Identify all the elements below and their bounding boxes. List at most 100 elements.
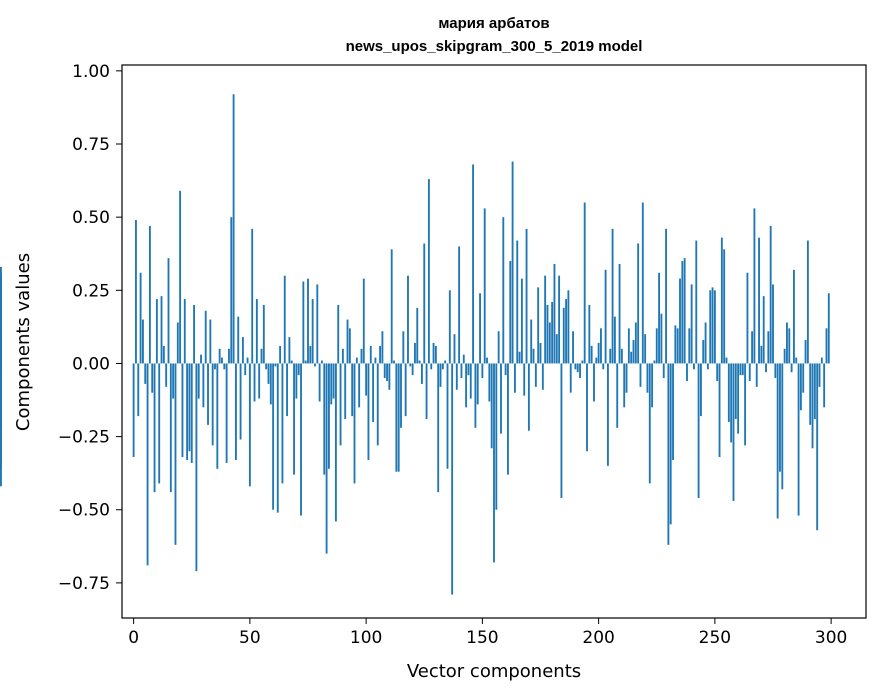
bar — [695, 240, 698, 364]
bar — [244, 363, 247, 376]
bar — [683, 258, 686, 364]
bar — [165, 363, 168, 387]
bar — [469, 363, 472, 399]
bar — [823, 363, 826, 408]
bar — [790, 363, 793, 373]
bar — [711, 287, 714, 364]
bar — [583, 202, 586, 364]
bar — [325, 363, 328, 554]
bar-series — [0, 94, 830, 595]
y-axis-label: Components values — [13, 253, 34, 431]
bar — [460, 363, 463, 379]
x-tick-label: 250 — [699, 628, 731, 648]
bar — [700, 363, 702, 417]
bar — [393, 360, 395, 364]
bar — [307, 278, 309, 364]
bar — [539, 342, 542, 364]
bar — [741, 363, 744, 376]
bar — [421, 363, 423, 384]
bar — [281, 363, 284, 484]
bar — [376, 363, 379, 446]
bar — [160, 296, 163, 364]
y-tick-label: 0.50 — [72, 208, 110, 228]
x-tick-label: 200 — [582, 628, 614, 648]
bar — [625, 363, 628, 393]
bar — [788, 328, 791, 364]
bar — [639, 363, 642, 387]
bar — [288, 337, 291, 364]
bar — [518, 351, 521, 364]
bar — [767, 331, 770, 364]
bar — [527, 363, 530, 431]
bar — [637, 243, 640, 364]
bar — [255, 299, 258, 364]
x-tick-label: 150 — [466, 628, 498, 648]
bar — [697, 363, 700, 499]
bar — [427, 179, 430, 364]
bar — [572, 331, 574, 364]
bar — [251, 228, 254, 364]
bar — [648, 363, 651, 484]
bar — [276, 363, 279, 513]
bar — [600, 328, 602, 364]
bar — [444, 360, 447, 364]
bar — [172, 363, 175, 399]
bar — [651, 363, 654, 408]
bar — [748, 363, 751, 381]
bar — [739, 363, 742, 376]
bar — [214, 363, 216, 370]
bar — [686, 363, 688, 381]
bar — [153, 363, 156, 493]
y-tick-label: −0.75 — [58, 574, 110, 594]
bar — [762, 296, 765, 364]
bar — [646, 363, 649, 393]
bar — [809, 363, 812, 425]
bar — [395, 363, 398, 472]
bar — [144, 363, 147, 384]
bar — [511, 161, 514, 364]
bar — [602, 363, 605, 370]
x-axis-ticks: 0 50 100 150 200 250 300 — [128, 618, 847, 648]
bar — [753, 208, 756, 364]
bar — [688, 328, 691, 364]
bar — [679, 278, 681, 364]
bar — [158, 363, 161, 484]
bar — [472, 164, 474, 364]
bar — [437, 363, 440, 493]
bar — [446, 363, 449, 469]
bar — [704, 322, 707, 364]
bar — [202, 363, 205, 408]
x-tick-label: 100 — [350, 628, 382, 648]
bar — [500, 363, 502, 434]
bar — [541, 363, 544, 390]
bar — [623, 363, 626, 408]
bar — [311, 299, 314, 364]
bar — [434, 345, 437, 364]
bar — [267, 363, 270, 384]
bar — [579, 363, 581, 379]
bar — [534, 363, 537, 387]
bar — [641, 202, 644, 364]
bar — [221, 357, 223, 364]
bar — [423, 243, 426, 364]
bar — [209, 319, 212, 364]
bar — [702, 340, 705, 364]
x-axis-label: Vector components — [407, 661, 581, 682]
bar — [718, 363, 721, 458]
y-tick-label: −0.50 — [58, 501, 110, 521]
bar — [351, 363, 354, 417]
bar — [825, 328, 828, 364]
bar — [655, 328, 658, 364]
bar — [827, 293, 830, 364]
bar — [339, 363, 342, 446]
bar — [179, 190, 182, 364]
bar — [772, 284, 774, 364]
bar — [441, 363, 444, 370]
bar — [490, 363, 493, 449]
bar — [321, 360, 323, 364]
bar — [386, 363, 388, 381]
bar — [525, 228, 528, 364]
bar — [414, 342, 416, 364]
bar — [197, 363, 200, 399]
